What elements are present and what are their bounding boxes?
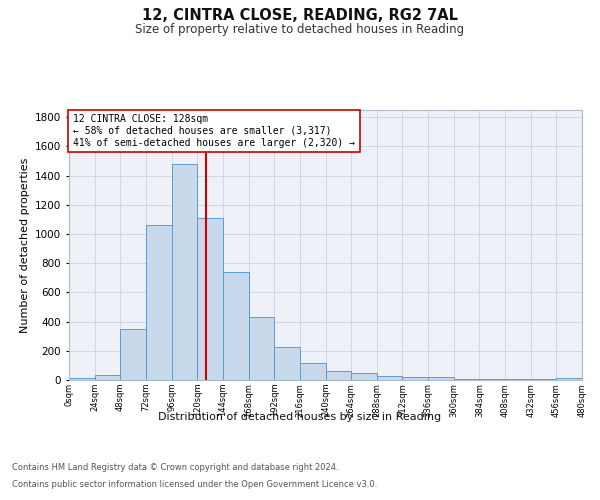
Bar xyxy=(377,376,403,380)
Text: Contains public sector information licensed under the Open Government Licence v3: Contains public sector information licen… xyxy=(12,480,377,489)
Text: 12, CINTRA CLOSE, READING, RG2 7AL: 12, CINTRA CLOSE, READING, RG2 7AL xyxy=(142,8,458,22)
Bar xyxy=(248,317,274,380)
Bar xyxy=(274,347,300,380)
Bar xyxy=(351,373,377,380)
Bar xyxy=(197,218,223,380)
Bar xyxy=(146,226,172,380)
Bar xyxy=(454,379,479,380)
Bar xyxy=(300,363,325,380)
Bar xyxy=(556,378,582,380)
Text: 12 CINTRA CLOSE: 128sqm
← 58% of detached houses are smaller (3,317)
41% of semi: 12 CINTRA CLOSE: 128sqm ← 58% of detache… xyxy=(73,114,355,148)
Bar xyxy=(223,272,248,380)
Bar xyxy=(69,378,95,380)
Bar xyxy=(121,329,146,380)
Text: Distribution of detached houses by size in Reading: Distribution of detached houses by size … xyxy=(158,412,442,422)
Bar xyxy=(403,377,428,380)
Bar xyxy=(428,378,454,380)
Y-axis label: Number of detached properties: Number of detached properties xyxy=(20,158,29,332)
Bar xyxy=(325,371,351,380)
Text: Contains HM Land Registry data © Crown copyright and database right 2024.: Contains HM Land Registry data © Crown c… xyxy=(12,462,338,471)
Bar xyxy=(172,164,197,380)
Text: Size of property relative to detached houses in Reading: Size of property relative to detached ho… xyxy=(136,22,464,36)
Bar xyxy=(95,375,121,380)
